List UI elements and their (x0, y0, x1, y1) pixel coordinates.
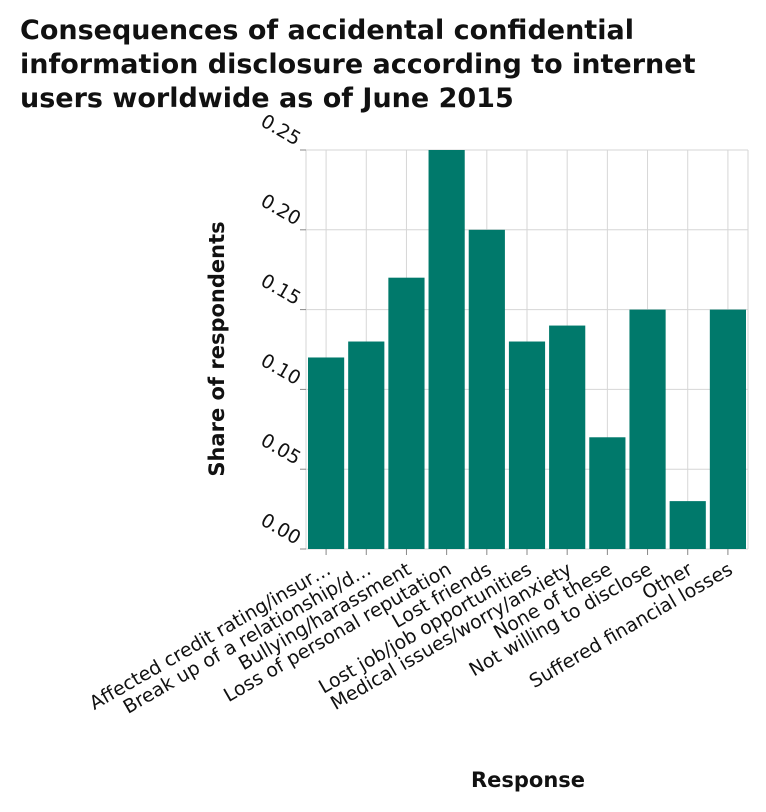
bar (348, 341, 385, 549)
bar (508, 341, 546, 549)
bar (629, 309, 666, 549)
y-axis-title: Share of respondents (205, 221, 229, 476)
x-axis-ticks: Affected credit rating/insur…Break up of… (86, 549, 736, 718)
y-tick-label: 0.10 (257, 350, 305, 390)
y-tick-label: 0.20 (257, 190, 305, 230)
y-axis-ticks: 0.00 0.05 0.10 0.15 0.20 0.25 (257, 110, 306, 550)
bar (709, 309, 746, 549)
bar (308, 357, 345, 549)
y-tick-label: 0.25 (257, 110, 305, 150)
y-tick-label: 0.15 (257, 270, 305, 310)
bar (589, 437, 626, 549)
chart-title: Consequences of accidental confidential … (20, 15, 696, 114)
bar (549, 325, 586, 549)
x-axis-title: Response (471, 768, 585, 792)
bar (428, 150, 465, 549)
y-tick-label: 0.00 (257, 509, 305, 549)
bar (669, 501, 706, 549)
bar (468, 229, 505, 550)
bars (308, 150, 746, 550)
y-tick-label: 0.05 (257, 429, 305, 469)
bar (388, 277, 425, 549)
